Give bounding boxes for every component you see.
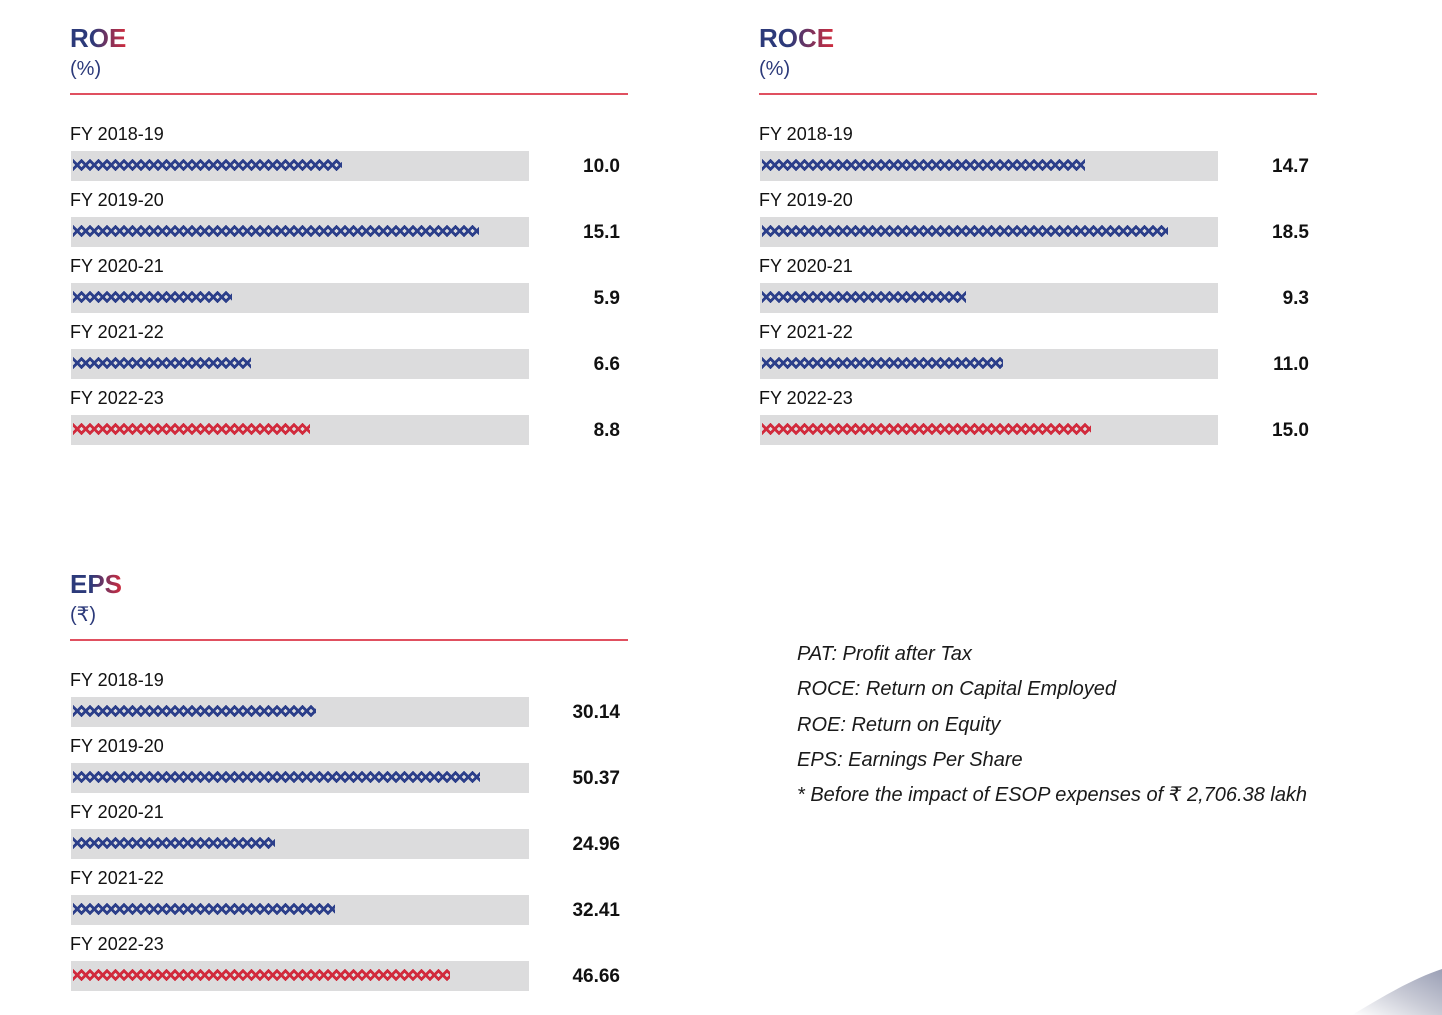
abbreviation-notes: PAT: Profit after Tax ROCE: Return on Ca… <box>797 637 1307 813</box>
value-label: 18.5 <box>1272 222 1309 243</box>
bar <box>73 159 342 171</box>
bar-track <box>71 763 529 793</box>
value-label: 24.96 <box>572 834 620 855</box>
category-label: FY 2021-22 <box>70 868 164 888</box>
category-label: FY 2020-21 <box>70 802 164 822</box>
bar-row: FY 2021-22 32.41 <box>70 867 630 933</box>
category-label: FY 2018-19 <box>759 124 853 144</box>
bar-track <box>760 349 1218 379</box>
bar-track <box>71 217 529 247</box>
value-label: 46.66 <box>572 966 620 987</box>
bar-row: FY 2020-21 5.9 <box>70 255 630 321</box>
bar-track <box>71 697 529 727</box>
roce-chart: ROCE (%) FY 2018-19 14.7 FY 2019-20 18.5 FY … <box>759 22 1319 453</box>
bar-track <box>71 829 529 859</box>
bar-row: FY 2019-20 50.37 <box>70 735 630 801</box>
category-label: FY 2022-23 <box>70 934 164 954</box>
value-label: 6.6 <box>593 354 620 375</box>
bar-track <box>71 349 529 379</box>
bar <box>73 969 450 981</box>
roe-chart: ROE (%) FY 2018-19 10.0 FY 2019-20 15.1 FY 2… <box>70 22 630 453</box>
bar <box>73 705 317 717</box>
chart-title: EPS <box>70 569 123 599</box>
bar-track <box>760 415 1218 445</box>
bar <box>73 423 310 435</box>
value-label: 8.8 <box>593 420 620 441</box>
category-label: FY 2019-20 <box>70 190 164 210</box>
value-label: 15.1 <box>583 222 620 243</box>
value-label: 10.0 <box>583 156 620 177</box>
note-esop: * Before the impact of ESOP expenses of … <box>797 784 1308 807</box>
bar-track <box>71 895 529 925</box>
decorative-swoosh <box>1352 969 1442 1015</box>
bar-track <box>760 217 1218 247</box>
bar-row: FY 2022-23 46.66 <box>70 933 630 999</box>
bar-row: FY 2018-19 10.0 <box>70 123 630 189</box>
bar-track <box>760 151 1218 181</box>
category-label: FY 2022-23 <box>759 388 853 408</box>
note-roe: ROE: Return on Equity <box>797 713 1001 736</box>
value-label: 11.0 <box>1273 354 1309 375</box>
bar-row: FY 2022-23 8.8 <box>70 387 630 453</box>
chart-title: ROE <box>70 23 127 53</box>
bar <box>762 357 1004 369</box>
bar-track <box>71 283 529 313</box>
bar-row: FY 2022-23 15.0 <box>759 387 1319 453</box>
bar-row: FY 2021-22 6.6 <box>70 321 630 387</box>
note-roce: ROCE: Return on Capital Employed <box>797 678 1117 701</box>
category-label: FY 2018-19 <box>70 124 164 144</box>
chart-unit: (%) <box>759 58 791 80</box>
value-label: 9.3 <box>1282 288 1309 309</box>
category-label: FY 2021-22 <box>70 322 164 342</box>
bar <box>73 771 480 783</box>
title-rule <box>70 639 628 641</box>
bar-track <box>71 151 529 181</box>
bar <box>762 423 1092 435</box>
category-label: FY 2019-20 <box>759 190 853 210</box>
bar-row: FY 2018-19 30.14 <box>70 669 630 735</box>
bar <box>762 225 1168 237</box>
bar-track <box>71 961 529 991</box>
note-pat: PAT: Profit after Tax <box>797 643 972 665</box>
category-label: FY 2022-23 <box>70 388 164 408</box>
value-label: 30.14 <box>572 702 620 723</box>
title-rule <box>70 93 628 95</box>
note-eps: EPS: Earnings Per Share <box>797 748 1023 771</box>
value-label: 14.7 <box>1272 156 1309 177</box>
bar-track <box>760 283 1218 313</box>
bar-row: FY 2021-22 11.0 <box>759 321 1319 387</box>
eps-chart: EPS (₹) FY 2018-19 30.14 FY 2019-20 50.37 FY… <box>70 568 630 999</box>
bar-row: FY 2019-20 15.1 <box>70 189 630 255</box>
bar-rows: FY 2018-19 10.0 FY 2019-20 15.1 FY 2020-21 5.… <box>70 123 630 453</box>
value-label: 5.9 <box>593 288 620 309</box>
bar-row: FY 2020-21 24.96 <box>70 801 630 867</box>
bar-row: FY 2019-20 18.5 <box>759 189 1319 255</box>
chart-unit: (%) <box>70 58 102 80</box>
bar <box>73 903 335 915</box>
value-label: 32.41 <box>572 900 620 921</box>
category-label: FY 2020-21 <box>759 256 853 276</box>
value-label: 15.0 <box>1272 420 1309 441</box>
category-label: FY 2021-22 <box>759 322 853 342</box>
bar <box>762 159 1085 171</box>
bar <box>73 291 232 303</box>
chart-title: ROCE <box>759 23 835 53</box>
bar-rows: FY 2018-19 30.14 FY 2019-20 50.37 FY 2020-21… <box>70 669 630 999</box>
category-label: FY 2018-19 <box>70 670 164 690</box>
bar <box>73 225 480 237</box>
value-label: 50.37 <box>572 768 620 789</box>
category-label: FY 2020-21 <box>70 256 164 276</box>
bar <box>73 357 251 369</box>
bar <box>762 291 967 303</box>
bar-row: FY 2020-21 9.3 <box>759 255 1319 321</box>
bar-row: FY 2018-19 14.7 <box>759 123 1319 189</box>
category-label: FY 2019-20 <box>70 736 164 756</box>
bar <box>73 837 275 849</box>
chart-unit: (₹) <box>70 604 97 626</box>
bar-rows: FY 2018-19 14.7 FY 2019-20 18.5 FY 2020-21 9.… <box>759 123 1319 453</box>
bar-track <box>71 415 529 445</box>
title-rule <box>759 93 1317 95</box>
